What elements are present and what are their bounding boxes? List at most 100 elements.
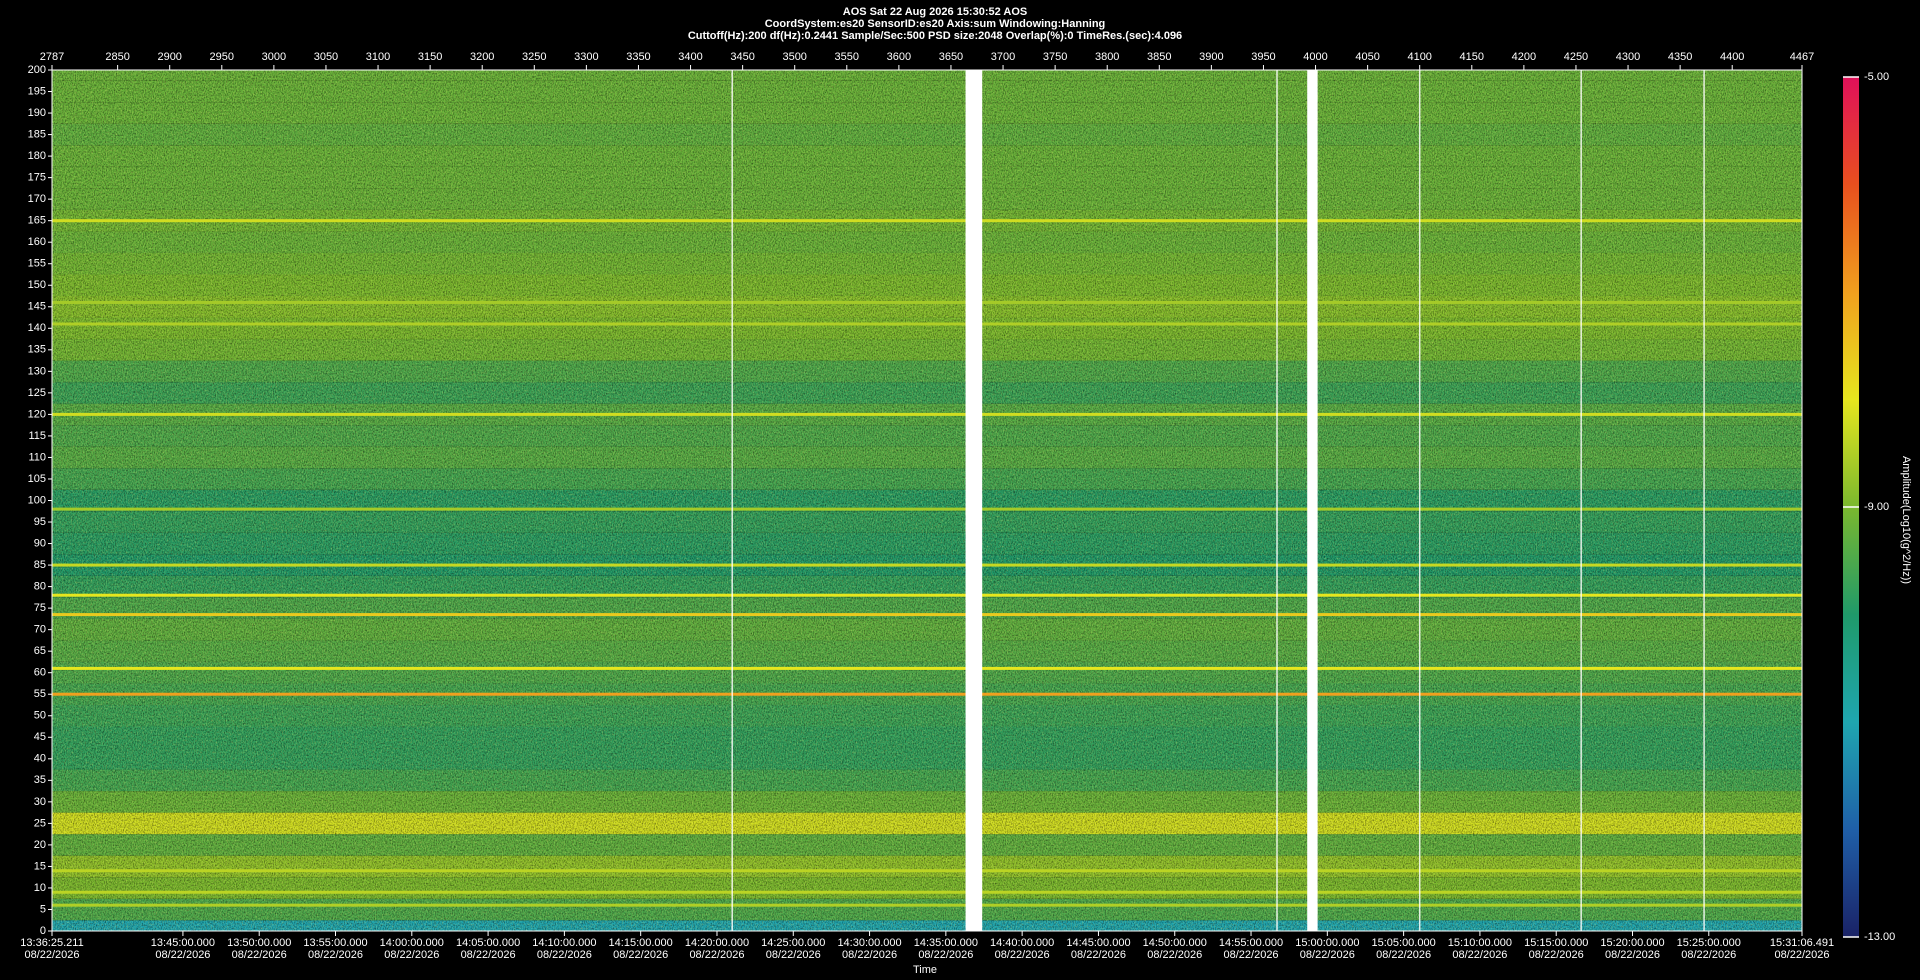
y-tick-label: 85 — [34, 559, 46, 571]
date-tick-label: 08/22/2026 — [1147, 949, 1202, 961]
x-tick-label: 3550 — [835, 51, 859, 63]
time-tick-label: 14:55:00.000 — [1219, 937, 1283, 949]
settings-line: Cuttoff(Hz):200 df(Hz):0.2441 Sample/Sec… — [688, 30, 1182, 42]
y-tick-label: 190 — [28, 107, 46, 119]
x-tick-label: 4150 — [1460, 51, 1484, 63]
y-tick-label: 165 — [28, 215, 46, 227]
noise-texture — [52, 70, 1802, 931]
colorbar-segment — [1843, 614, 1859, 723]
time-tick-label: 14:15:00.000 — [609, 937, 673, 949]
x-tick-label: 2900 — [157, 51, 181, 63]
time-tick-label: 14:50:00.000 — [1143, 937, 1207, 949]
y-tick-label: 30 — [34, 796, 46, 808]
tonal-line — [52, 613, 1802, 617]
time-tick-label: 15:10:00.000 — [1448, 937, 1512, 949]
date-tick-label: 08/22/2026 — [1376, 949, 1431, 961]
colorbar-segment — [1843, 292, 1859, 400]
y-tick-label: 105 — [28, 473, 46, 485]
date-tick-label: 08/22/2026 — [613, 949, 668, 961]
date-tick-label: 08/22/2026 — [842, 949, 897, 961]
date-tick-label: 08/22/2026 — [384, 949, 439, 961]
y-tick-label: 0 — [40, 925, 46, 937]
time-tick-label: 15:25:00.000 — [1677, 937, 1741, 949]
time-tick-label: 15:31:06.491 — [1770, 937, 1834, 949]
x-tick-label: 3300 — [574, 51, 598, 63]
x-axis-label: Time — [913, 964, 937, 976]
data-gap — [965, 70, 983, 931]
date-tick-label: 08/22/2026 — [918, 949, 973, 961]
y-tick-label: 15 — [34, 860, 46, 872]
tonal-line — [52, 412, 1802, 416]
chart-subtitle: CoordSystem:es20 SensorID:es20 Axis:sum … — [765, 18, 1106, 30]
date-tick-label: 08/22/2026 — [1529, 949, 1584, 961]
time-tick-label: 14:45:00.000 — [1066, 937, 1130, 949]
y-tick-label: 20 — [34, 839, 46, 851]
tonal-line — [52, 869, 1802, 873]
x-tick-label: 4050 — [1355, 51, 1379, 63]
x-tick-label: 2950 — [210, 51, 234, 63]
x-tick-label: 3850 — [1147, 51, 1171, 63]
y-tick-label: 75 — [34, 602, 46, 614]
y-tick-label: 120 — [28, 408, 46, 420]
x-tick-label: 4350 — [1668, 51, 1692, 63]
x-tick-label: 3900 — [1199, 51, 1223, 63]
time-tick-label: 13:45:00.000 — [151, 937, 215, 949]
tonal-line — [52, 903, 1802, 907]
tonal-line — [52, 322, 1802, 326]
date-tick-label: 08/22/2026 — [1681, 949, 1736, 961]
y-tick-label: 160 — [28, 236, 46, 248]
y-tick-label: 170 — [28, 193, 46, 205]
x-tick-label: 3750 — [1043, 51, 1067, 63]
colorbar-segment — [1843, 399, 1859, 508]
x-tick-label: 3500 — [782, 51, 806, 63]
x-tick-label: 3350 — [626, 51, 650, 63]
date-tick-label: 08/22/2026 — [24, 949, 79, 961]
x-tick-label: 4400 — [1720, 51, 1744, 63]
colorbar-segment — [1843, 722, 1859, 830]
tonal-line — [52, 593, 1802, 597]
date-tick-label: 08/22/2026 — [1774, 949, 1829, 961]
tonal-line — [52, 219, 1802, 223]
x-tick-label: 3200 — [470, 51, 494, 63]
time-tick-label: 14:05:00.000 — [456, 937, 520, 949]
y-tick-label: 5 — [40, 903, 46, 915]
time-tick-label: 13:55:00.000 — [303, 937, 367, 949]
time-tick-label: 14:25:00.000 — [761, 937, 825, 949]
x-tick-label: 4100 — [1407, 51, 1431, 63]
date-tick-label: 08/22/2026 — [461, 949, 516, 961]
y-tick-label: 180 — [28, 150, 46, 162]
time-tick-label: 15:20:00.000 — [1600, 937, 1664, 949]
y-tick-label: 60 — [34, 667, 46, 679]
time-tick-label: 14:20:00.000 — [685, 937, 749, 949]
y-tick-label: 195 — [28, 85, 46, 97]
date-tick-label: 08/22/2026 — [1300, 949, 1355, 961]
x-tick-label: 3800 — [1095, 51, 1119, 63]
x-tick-label: 2787 — [40, 51, 64, 63]
y-tick-label: 200 — [28, 64, 46, 76]
y-tick-label: 150 — [28, 279, 46, 291]
y-tick-label: 100 — [28, 494, 46, 506]
colorbar-tick-label: -5.00 — [1864, 71, 1889, 83]
y-tick-label: 155 — [28, 258, 46, 270]
chart-title: AOS Sat 22 Aug 2026 15:30:52 AOS — [843, 6, 1027, 18]
colorbar-label: Amplitude(Log10(g^2/Hz)) — [1900, 456, 1912, 584]
y-tick-label: 10 — [34, 882, 46, 894]
y-tick-label: 55 — [34, 688, 46, 700]
date-tick-label: 08/22/2026 — [995, 949, 1050, 961]
x-tick-label: 3000 — [262, 51, 286, 63]
y-tick-label: 125 — [28, 387, 46, 399]
y-tick-label: 135 — [28, 344, 46, 356]
time-tick-label: 15:00:00.000 — [1295, 937, 1359, 949]
time-tick-label: 14:10:00.000 — [532, 937, 596, 949]
y-tick-label: 70 — [34, 624, 46, 636]
date-tick-label: 08/22/2026 — [689, 949, 744, 961]
colorbar-tick-label: -13.00 — [1864, 931, 1895, 943]
x-tick-label: 3650 — [939, 51, 963, 63]
date-tick-label: 08/22/2026 — [766, 949, 821, 961]
x-tick-label: 3100 — [366, 51, 390, 63]
x-tick-label: 3600 — [887, 51, 911, 63]
colorbar-segment — [1843, 77, 1859, 185]
y-tick-label: 35 — [34, 774, 46, 786]
date-tick-label: 08/22/2026 — [1452, 949, 1507, 961]
